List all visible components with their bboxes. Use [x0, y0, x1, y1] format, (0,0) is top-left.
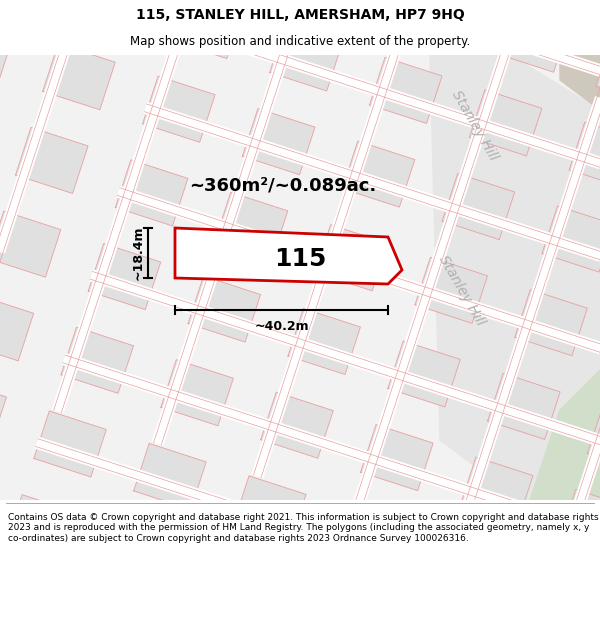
- Polygon shape: [530, 370, 600, 500]
- Polygon shape: [0, 11, 16, 78]
- Polygon shape: [0, 211, 61, 278]
- Polygon shape: [442, 174, 515, 239]
- Polygon shape: [334, 508, 406, 574]
- Polygon shape: [261, 392, 333, 458]
- Polygon shape: [542, 206, 600, 272]
- Polygon shape: [370, 58, 442, 124]
- Polygon shape: [433, 541, 506, 607]
- Polygon shape: [488, 373, 560, 439]
- Text: ~40.2m: ~40.2m: [254, 319, 309, 332]
- Polygon shape: [269, 25, 342, 91]
- Polygon shape: [515, 289, 587, 356]
- Polygon shape: [115, 160, 188, 226]
- Polygon shape: [560, 55, 600, 110]
- Polygon shape: [469, 90, 542, 156]
- Polygon shape: [143, 76, 215, 142]
- Polygon shape: [43, 44, 115, 110]
- Polygon shape: [0, 295, 34, 361]
- Polygon shape: [215, 192, 288, 258]
- Polygon shape: [533, 573, 600, 625]
- Polygon shape: [297, 0, 370, 8]
- Polygon shape: [233, 476, 306, 542]
- Polygon shape: [70, 0, 142, 26]
- Polygon shape: [0, 379, 7, 444]
- Polygon shape: [175, 228, 402, 284]
- Polygon shape: [343, 141, 415, 207]
- Text: ~360m²/~0.089ac.: ~360m²/~0.089ac.: [190, 176, 377, 194]
- Polygon shape: [497, 6, 569, 72]
- Polygon shape: [415, 258, 487, 323]
- Polygon shape: [7, 494, 79, 561]
- Text: Stanley Hill: Stanley Hill: [436, 253, 488, 328]
- Text: ~18.4m: ~18.4m: [131, 226, 145, 280]
- Text: 115, STANLEY HILL, AMERSHAM, HP7 9HQ: 115, STANLEY HILL, AMERSHAM, HP7 9HQ: [136, 8, 464, 22]
- Polygon shape: [188, 276, 260, 342]
- Polygon shape: [16, 127, 88, 194]
- Polygon shape: [288, 308, 361, 374]
- Polygon shape: [161, 359, 233, 426]
- Polygon shape: [134, 443, 206, 509]
- Text: Contains OS data © Crown copyright and database right 2021. This information is : Contains OS data © Crown copyright and d…: [8, 513, 599, 542]
- Polygon shape: [315, 225, 388, 291]
- Polygon shape: [587, 406, 600, 472]
- Polygon shape: [430, 55, 600, 500]
- Polygon shape: [79, 611, 152, 625]
- Polygon shape: [569, 122, 600, 188]
- Polygon shape: [242, 109, 315, 175]
- Polygon shape: [206, 559, 279, 625]
- Polygon shape: [34, 411, 106, 477]
- Polygon shape: [361, 424, 433, 491]
- Polygon shape: [388, 341, 460, 407]
- Polygon shape: [170, 0, 242, 59]
- Text: 115: 115: [274, 248, 327, 271]
- Polygon shape: [460, 457, 533, 523]
- Polygon shape: [560, 489, 600, 556]
- Polygon shape: [397, 0, 469, 40]
- Polygon shape: [88, 244, 161, 309]
- Polygon shape: [61, 328, 134, 393]
- Text: Map shows position and indicative extent of the property.: Map shows position and indicative extent…: [130, 35, 470, 48]
- Polygon shape: [306, 592, 379, 625]
- Polygon shape: [0, 578, 52, 625]
- Polygon shape: [596, 39, 600, 104]
- Text: Stanley Hill: Stanley Hill: [449, 88, 500, 162]
- Polygon shape: [106, 527, 179, 593]
